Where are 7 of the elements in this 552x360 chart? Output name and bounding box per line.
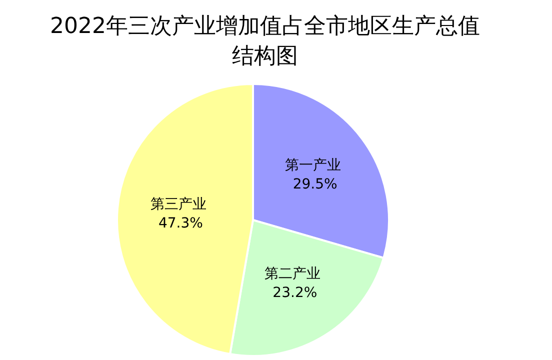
chart-title: 2022年三次产业增加值占全市地区生产总值结构图 xyxy=(50,13,480,71)
data-label: 23.2% xyxy=(272,285,318,302)
slice-label: 第一产业 xyxy=(284,158,341,174)
slice-label: 第二产业 xyxy=(264,266,321,282)
slice-label: 第三产业 xyxy=(150,196,206,212)
data-label: 47.3% xyxy=(158,215,203,232)
data-label: 29.5% xyxy=(292,176,338,193)
